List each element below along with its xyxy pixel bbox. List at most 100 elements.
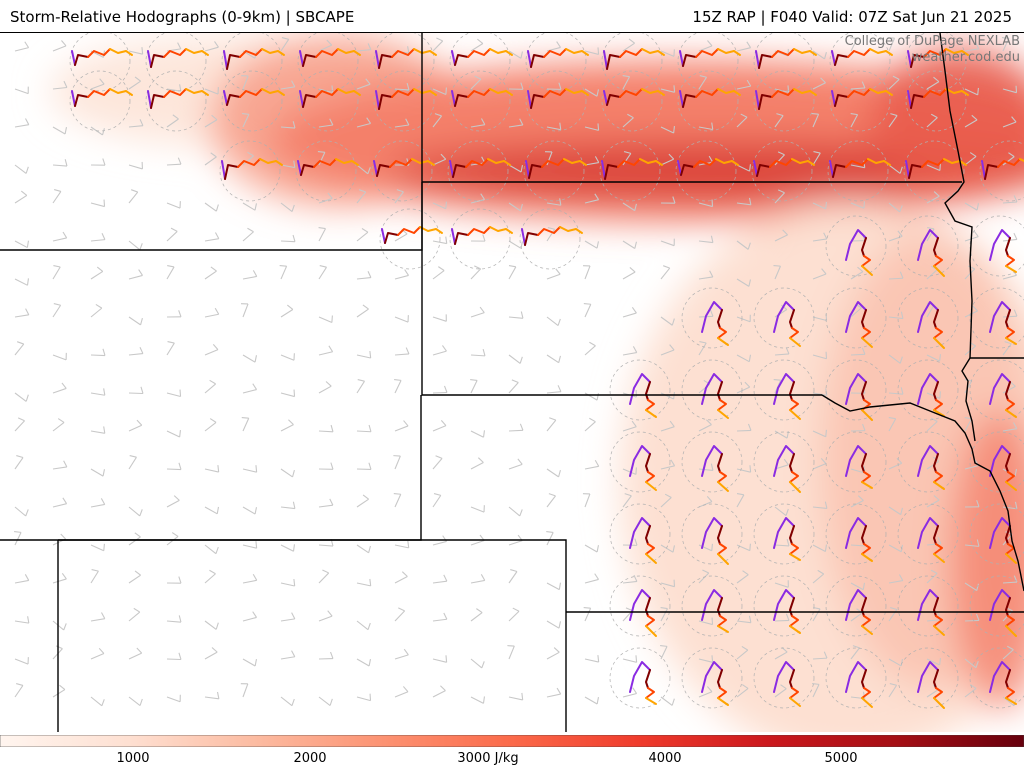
wind-barb [888, 202, 903, 213]
wind-barb [546, 268, 561, 280]
wind-barb [90, 348, 106, 357]
hodographs [71, 48, 1024, 709]
state-border-center [421, 182, 822, 396]
wind-barb [470, 118, 486, 128]
wind-barb [432, 385, 448, 394]
wind-barb [280, 612, 296, 622]
wind-barb [166, 389, 182, 398]
wind-barb [14, 308, 30, 318]
wind-barb [964, 582, 979, 592]
wind-barb [280, 544, 296, 552]
wind-barb [1002, 422, 1018, 432]
credit-url[interactable]: weather.cod.edu [911, 50, 1020, 65]
wind-barb [508, 506, 523, 517]
wind-barb [204, 152, 217, 166]
wind-barb [546, 354, 561, 364]
wind-barb [584, 156, 600, 166]
wind-barb [204, 379, 216, 394]
hodograph-ring [69, 33, 131, 92]
wind-barb [90, 468, 106, 477]
wind-barb [432, 420, 447, 432]
hodograph-rings [69, 33, 1024, 709]
wind-barb [470, 193, 486, 204]
wind-barb [812, 569, 825, 584]
wind-barb [128, 647, 143, 660]
wind-barb [926, 191, 940, 204]
wind-barb [394, 82, 410, 91]
wind-barb [14, 506, 29, 517]
wind-barb [318, 39, 333, 52]
wind-barb [622, 202, 637, 212]
wind-barb [546, 385, 562, 394]
wind-barb [888, 164, 903, 174]
wind-barb [850, 423, 866, 432]
wind-barb [508, 354, 523, 364]
wind-barb [507, 645, 515, 660]
wind-barb [1002, 381, 1016, 394]
hodograph-ring [753, 33, 815, 92]
wind-barb [470, 505, 485, 513]
wind-barb [698, 495, 713, 508]
hodograph-ring [145, 70, 207, 132]
hodograph [917, 661, 945, 709]
wind-barb [204, 114, 218, 128]
hodograph [907, 88, 969, 109]
wind-barb [242, 611, 258, 622]
hodograph [297, 158, 359, 176]
colorbar-tick-label: 2000 [293, 751, 327, 766]
wind-barb [356, 228, 369, 242]
wind-barb [14, 683, 24, 698]
wind-barb [622, 151, 632, 166]
map-canvas [0, 33, 1024, 732]
wind-barb [812, 429, 827, 438]
wind-barb [964, 613, 980, 622]
wind-barb [52, 189, 62, 204]
cape-area-core [390, 141, 1024, 201]
wind-barb [660, 544, 676, 553]
wind-barb [204, 691, 220, 700]
hodograph [677, 158, 739, 176]
wind-barb [774, 189, 785, 204]
wind-barb [242, 354, 258, 363]
hodograph [845, 301, 873, 348]
wind-barb [166, 532, 179, 546]
wind-barb [774, 229, 788, 242]
wind-barb [356, 117, 372, 128]
wind-barb [546, 198, 562, 206]
wind-barb [964, 658, 979, 669]
wind-barb [926, 537, 942, 546]
wind-barb [166, 694, 181, 703]
hodograph [629, 373, 657, 418]
wind-barb [888, 113, 898, 128]
wind-barb [850, 201, 865, 209]
hodograph [917, 229, 945, 277]
hodograph [603, 48, 665, 70]
wind-barb [128, 240, 143, 251]
wind-barb [582, 493, 591, 508]
wind-barb [698, 75, 708, 90]
wind-barb [166, 201, 181, 209]
wind-barb [204, 418, 217, 432]
wind-barb [964, 114, 978, 128]
wind-barb [812, 544, 828, 552]
wind-barb [888, 230, 903, 242]
wind-barb [660, 606, 668, 622]
wind-barb [887, 37, 896, 52]
wind-barb [90, 78, 105, 90]
hodograph-ring [897, 431, 959, 493]
hodograph-ring [681, 503, 743, 565]
wind-barb [888, 506, 903, 516]
wind-barb [736, 684, 749, 698]
hodograph-ring [681, 359, 743, 421]
hodograph-ring [449, 33, 511, 92]
wind-barb [166, 576, 182, 584]
hodograph [629, 661, 657, 705]
wind-barb [470, 457, 484, 470]
wind-barb [52, 231, 68, 242]
hodograph-ring [827, 140, 889, 202]
wind-barb [774, 113, 784, 128]
wind-barb [736, 570, 749, 584]
wind-barb [280, 202, 295, 212]
hodograph-ring [681, 287, 743, 349]
hodograph-ring [609, 647, 671, 709]
